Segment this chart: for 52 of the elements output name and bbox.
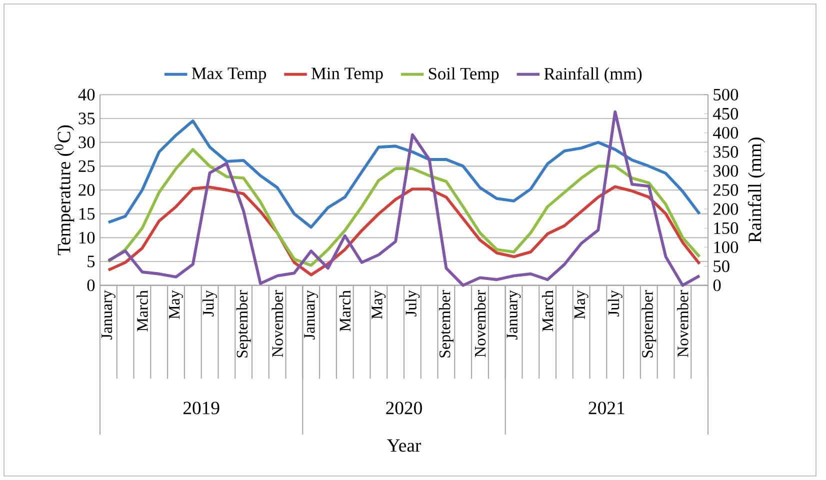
x-tick-label: July xyxy=(405,290,420,316)
legend-label: Rainfall (mm) xyxy=(544,67,642,84)
x-tick-label: March xyxy=(136,290,148,332)
y2-tick-label: 250 xyxy=(713,184,738,196)
y-tick-label: 15 xyxy=(79,208,95,220)
y-tick-label: 30 xyxy=(78,136,95,148)
x-tick-label: January xyxy=(101,290,116,340)
legend-label: Min Temp xyxy=(312,68,383,83)
x-tick-label: May xyxy=(372,290,386,319)
y2-tick-label: 300 xyxy=(714,165,738,177)
line-series xyxy=(106,148,702,267)
y2-tick-label: 400 xyxy=(713,126,738,139)
x-tick-label: September xyxy=(642,290,656,358)
y-tick-label: 5 xyxy=(88,256,95,268)
x-tick-label: July xyxy=(202,290,218,316)
text: 2020 xyxy=(386,402,422,414)
y-tick-label: 40 xyxy=(78,88,95,101)
y2-tick-label: 200 xyxy=(713,203,738,215)
line-series xyxy=(106,185,702,276)
y-tick-label: 0 xyxy=(87,279,95,292)
y2-tick-label: 50 xyxy=(714,260,730,272)
y2-tick-label: 0 xyxy=(713,279,721,292)
y2-tick-label: 350 xyxy=(714,146,738,158)
line-series xyxy=(106,119,702,229)
x-tick-label: January xyxy=(304,290,318,340)
y-axis-title: Temperature ($^{0}$C) xyxy=(54,125,74,256)
x-tick-label: November xyxy=(272,290,283,358)
y-tick-label: 20 xyxy=(78,184,95,196)
line-series xyxy=(106,110,702,287)
x-tick-label: July xyxy=(608,290,622,316)
legend-label: Max Temp xyxy=(192,68,266,83)
legend-label: Soil Temp xyxy=(428,67,499,84)
y2-tick-label: 150 xyxy=(714,222,738,234)
y-tick-label: 35 xyxy=(78,112,95,124)
y-tick-label: 10 xyxy=(79,232,95,244)
y2-axis-title: Rainfall (mm) xyxy=(748,138,765,243)
x-tick-label: November xyxy=(677,290,688,358)
y2-tick-label: 450 xyxy=(713,108,738,120)
x-tick-label: May xyxy=(169,290,183,319)
x-tick-label: September xyxy=(438,290,454,358)
text: 2021 xyxy=(588,402,624,414)
x-tick-label: March xyxy=(339,290,351,332)
x-axis-title: Year xyxy=(387,439,422,452)
y-tick-label: 25 xyxy=(78,160,95,172)
x-tick-label: March xyxy=(542,290,554,332)
y2-tick-label: 100 xyxy=(714,241,738,254)
x-tick-label: January xyxy=(506,290,521,340)
y2-tick-label: 500 xyxy=(714,88,738,101)
x-tick-label: September xyxy=(236,290,251,358)
x-tick-label: May xyxy=(574,290,588,319)
x-tick-label: November xyxy=(474,290,486,358)
text: 2019 xyxy=(183,402,220,414)
